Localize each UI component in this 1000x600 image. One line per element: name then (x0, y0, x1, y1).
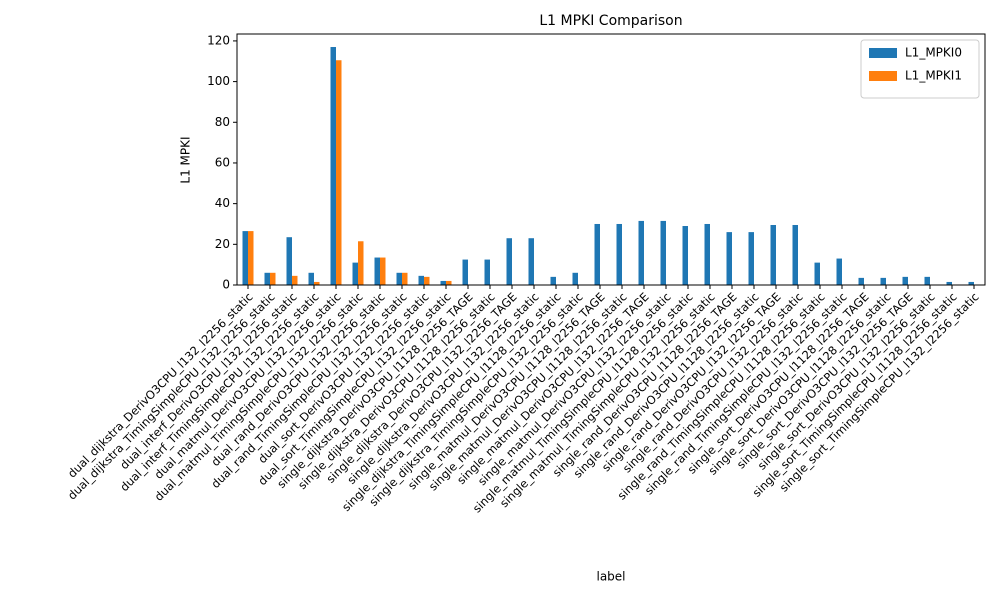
bar (748, 232, 754, 285)
bar (682, 226, 688, 285)
bar (380, 257, 386, 285)
bar (396, 272, 402, 285)
bar (572, 272, 578, 285)
bar (352, 262, 358, 285)
bar (770, 224, 776, 285)
bar (446, 280, 452, 285)
bar (418, 275, 424, 285)
bar (836, 258, 842, 285)
y-tick-label: 40 (215, 196, 230, 210)
bar (506, 238, 512, 285)
legend: L1_MPKI0 L1_MPKI1 (860, 39, 980, 99)
bar (946, 281, 952, 285)
bar (402, 272, 408, 285)
bar (292, 275, 298, 285)
bar (594, 223, 600, 285)
bar (484, 259, 490, 285)
bar (248, 231, 254, 285)
legend-label: L1_MPKI1 (905, 69, 962, 83)
bar (440, 280, 446, 285)
y-tick-label: 20 (215, 237, 230, 251)
bar (528, 238, 534, 285)
legend-swatch (869, 71, 897, 81)
bar (462, 259, 468, 285)
bar (880, 277, 886, 285)
y-tick-label: 80 (215, 115, 230, 129)
bar (638, 220, 644, 285)
bar (902, 276, 908, 285)
y-tick-label: 60 (215, 155, 230, 169)
bar (814, 262, 820, 285)
bar (660, 220, 666, 285)
chart-title: L1 MPKI Comparison (539, 13, 682, 29)
bar (858, 277, 864, 285)
bar (308, 272, 314, 285)
bar (264, 272, 270, 285)
bar (242, 231, 248, 285)
bar (286, 237, 292, 285)
bar (270, 272, 276, 285)
bar (616, 223, 622, 285)
y-tick-label: 0 (222, 278, 230, 292)
y-tick-label: 100 (207, 74, 230, 88)
bar (792, 224, 798, 285)
bar (330, 47, 336, 286)
bar (550, 276, 556, 285)
bar (358, 241, 364, 285)
bar (374, 257, 380, 285)
legend-label: L1_MPKI0 (905, 46, 962, 60)
y-axis-label: L1 MPKI (179, 136, 193, 183)
bar (704, 223, 710, 285)
bar (924, 276, 930, 285)
bar (314, 281, 320, 285)
x-axis-label: label (596, 570, 625, 584)
axes-frame (236, 33, 986, 286)
y-tick-label: 120 (207, 33, 230, 47)
bar (726, 232, 732, 285)
bar (424, 276, 430, 285)
bar (968, 281, 974, 285)
bar (336, 60, 342, 285)
legend-swatch (869, 48, 897, 58)
